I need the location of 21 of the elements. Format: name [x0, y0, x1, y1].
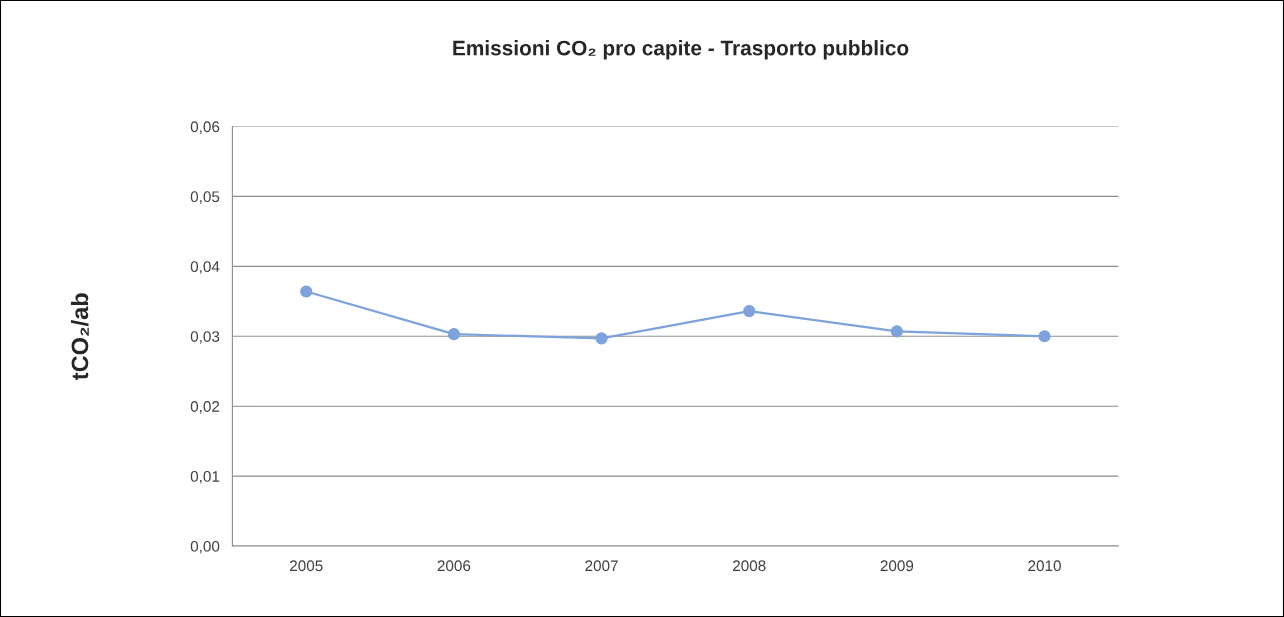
x-tick-label: 2007 [585, 560, 618, 572]
chart-title: Emissioni CO₂ pro capite - Trasporto pubblico [453, 40, 909, 60]
x-tick-label: 2010 [1028, 560, 1061, 572]
point [743, 305, 756, 318]
y-axis-title: tCO₂/ab [70, 293, 89, 380]
y-tick-label: 0,04 [190, 261, 220, 274]
y-tick-label: 0,00 [190, 540, 220, 554]
x-tick-label: 2006 [437, 560, 471, 572]
point [447, 328, 460, 341]
x-tick-label: 2008 [732, 560, 766, 572]
point [890, 325, 903, 338]
point [300, 285, 313, 298]
y-tick-label: 0,06 [190, 121, 220, 134]
x-tick-label: 2009 [880, 560, 914, 572]
x-tick-label: 2005 [290, 560, 323, 572]
y-tick-label: 0,03 [190, 331, 220, 344]
y-tick-label: 0,02 [190, 401, 220, 414]
y-tick-label: 0,01 [190, 470, 220, 484]
y-tick-label: 0,05 [190, 191, 220, 204]
point [1038, 330, 1051, 343]
point [595, 332, 608, 345]
